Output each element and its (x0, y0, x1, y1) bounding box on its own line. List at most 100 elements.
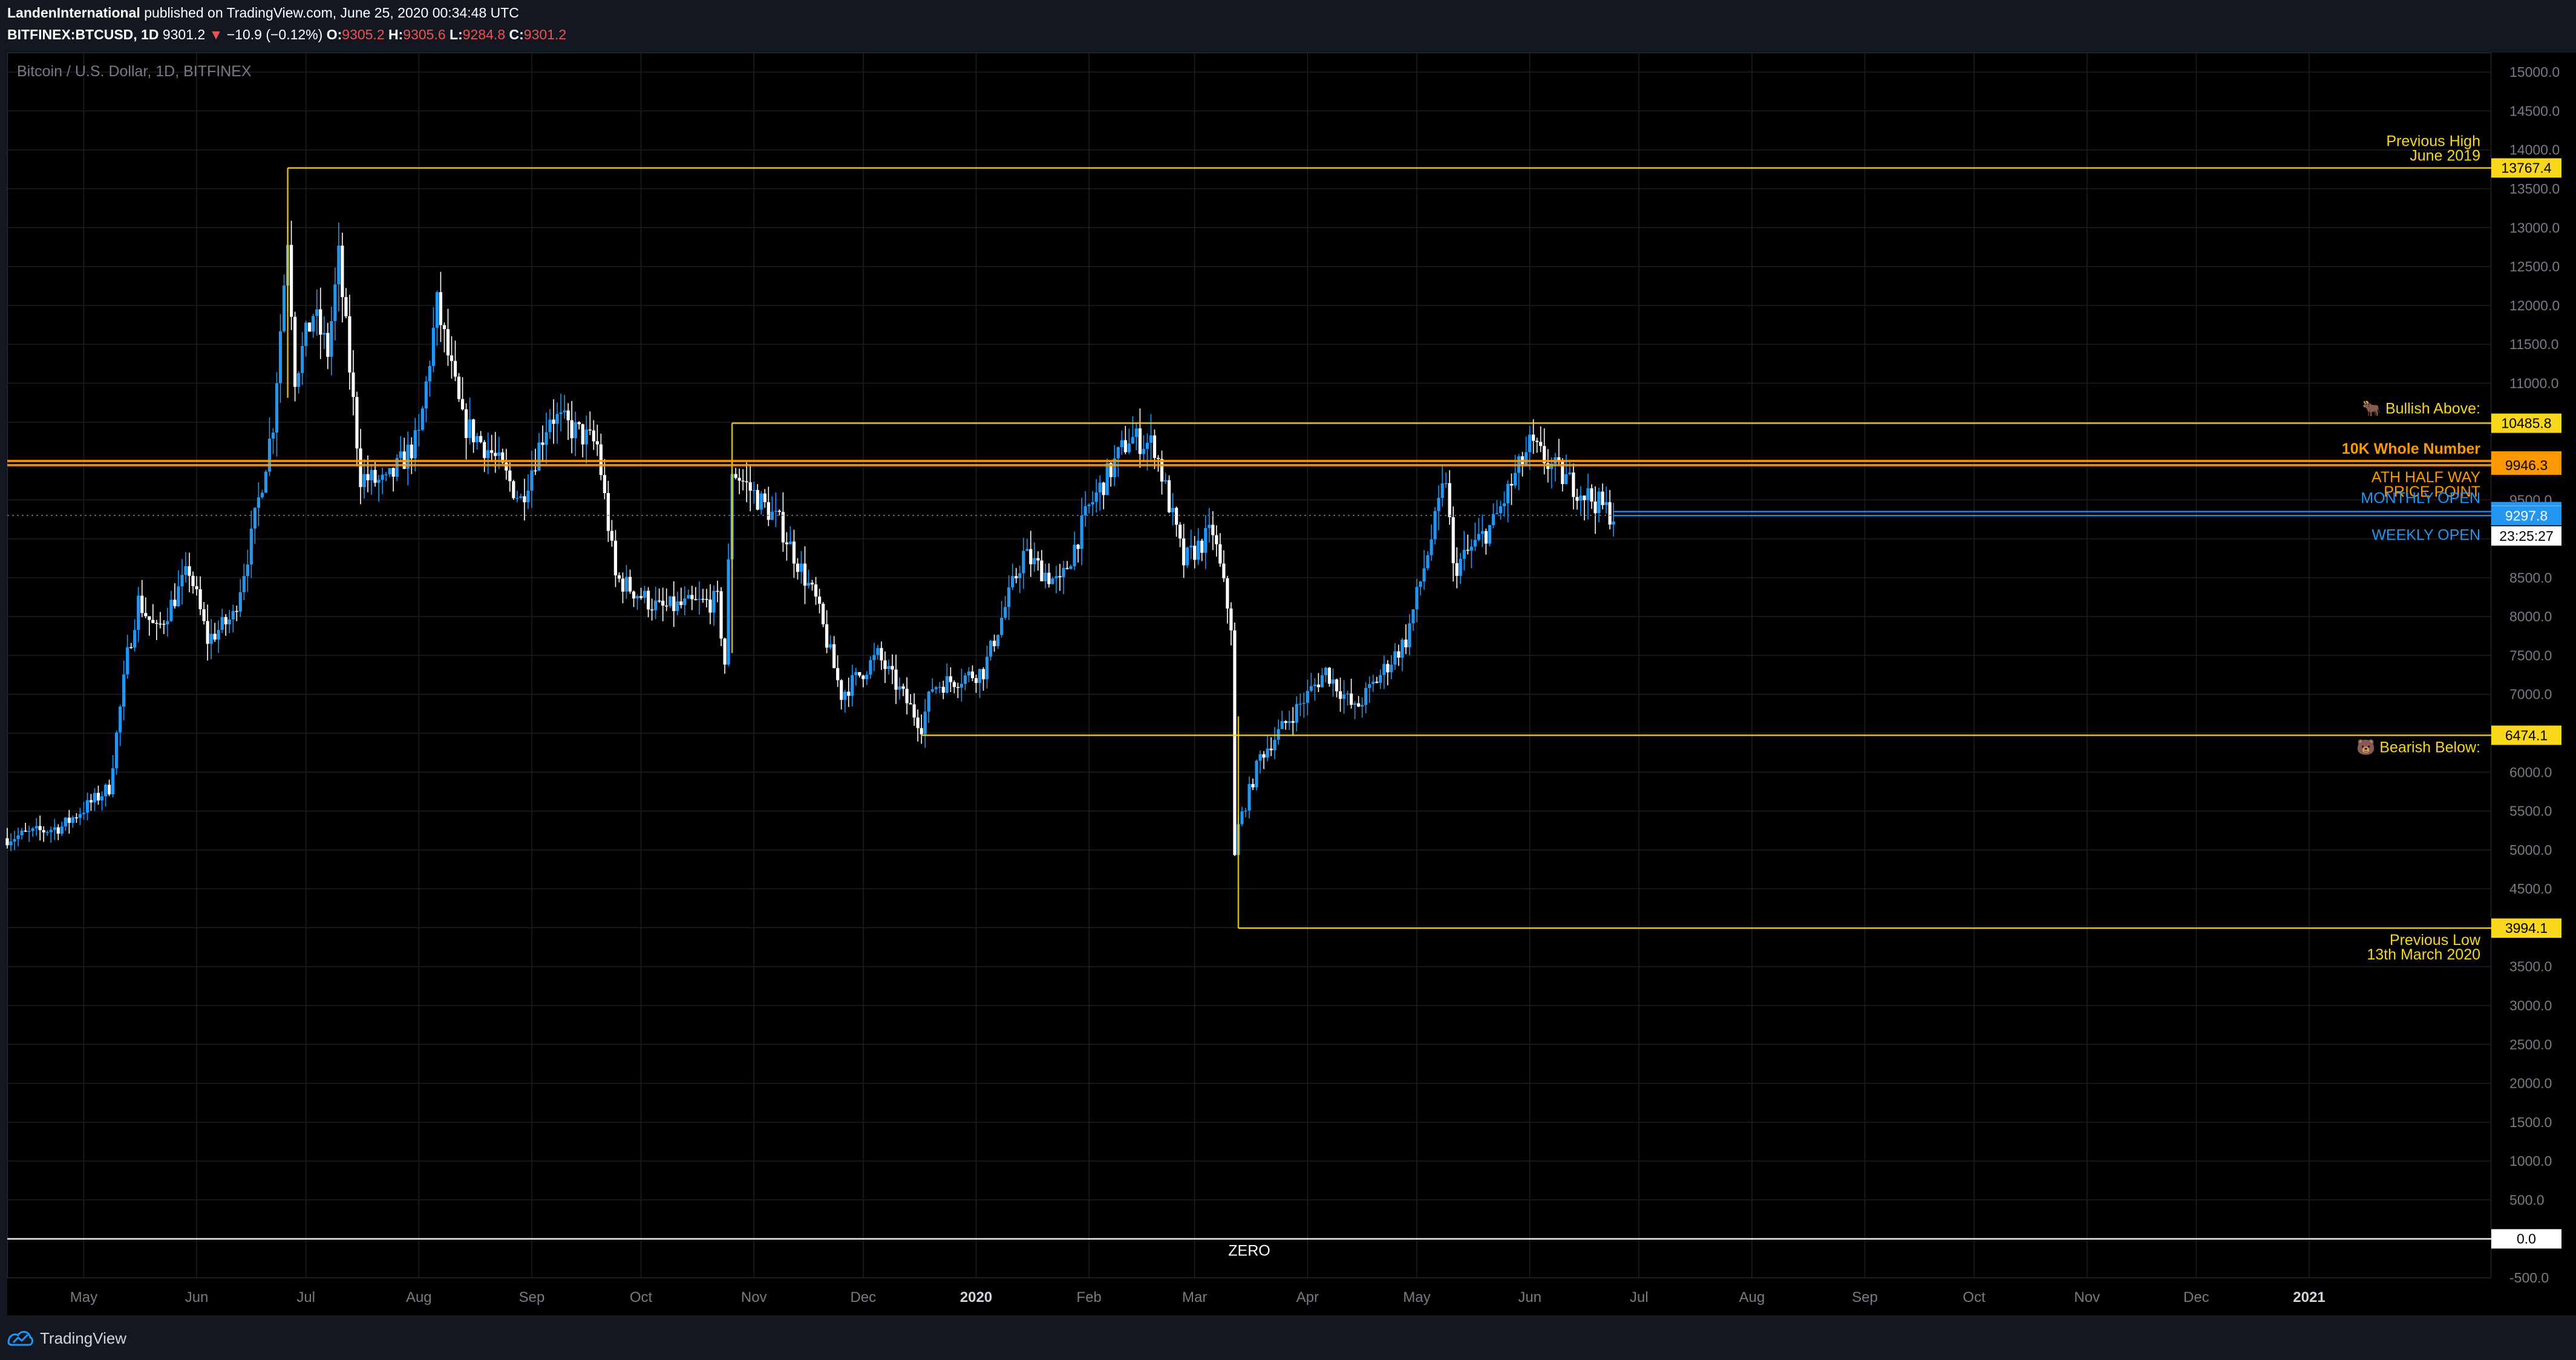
last-price-value: 9301.2 (162, 27, 206, 42)
price-tick-label: 14500.0 (2509, 103, 2560, 119)
time-tick-label: Sep (519, 1289, 545, 1306)
time-tick-label: Feb (1076, 1289, 1101, 1306)
candle-body (1233, 630, 1237, 855)
symbol-legend[interactable]: Bitcoin / U.S. Dollar, 1D, BITFINEX (17, 63, 252, 80)
candle-body (1477, 534, 1480, 540)
candle-body (381, 474, 384, 480)
candle-body (220, 616, 224, 630)
previous-low-sublabel: 13th March 2020 (2367, 946, 2480, 963)
candle-body (180, 575, 184, 587)
candle-body (1094, 492, 1098, 502)
candle-body (617, 575, 621, 579)
candle-body (191, 575, 195, 586)
price-tick-label: 2000.0 (2509, 1076, 2552, 1091)
symbol-label[interactable]: BITFINEX:BTCUSD, 1D (7, 27, 159, 42)
candle-body (861, 675, 865, 679)
candle-body (537, 442, 541, 471)
price-tick-label: 6000.0 (2509, 764, 2552, 780)
candle-body (224, 616, 227, 625)
candle-body (238, 592, 242, 612)
candle-body (1313, 684, 1316, 687)
candle-body (985, 656, 989, 679)
time-scale[interactable] (7, 1278, 2491, 1316)
candle-body (1484, 531, 1488, 544)
brand[interactable]: TradingView (7, 1327, 126, 1349)
candle-body (745, 481, 748, 483)
candle-body (483, 442, 486, 459)
candle-body (1459, 558, 1462, 576)
candle-body (64, 817, 67, 827)
ath-half-way-sublabel: PRICE POINT (2384, 483, 2480, 500)
candle-body (1163, 480, 1168, 482)
candle-body (446, 329, 450, 356)
candle-body (669, 596, 672, 606)
candle-body (1561, 460, 1564, 485)
candle-body (1054, 576, 1058, 579)
candle-body (996, 635, 1000, 647)
candle-body (1451, 517, 1455, 563)
candle-body (1568, 472, 1572, 474)
price-scale[interactable] (2491, 53, 2576, 1315)
candle-body (1222, 563, 1226, 578)
chart-pane[interactable] (7, 53, 2491, 1315)
candle-body (431, 327, 436, 366)
candle-body (1262, 754, 1266, 758)
candle-body (1102, 482, 1105, 495)
candle-body (1211, 525, 1215, 535)
candle-body (916, 718, 920, 728)
ath-half-way-price-tag (2491, 455, 2561, 475)
candle-body (676, 601, 679, 612)
candle-body (137, 595, 140, 630)
candle-body (698, 598, 701, 600)
candle-body (1284, 721, 1287, 723)
candle-body (727, 559, 730, 665)
candle-body (1499, 506, 1503, 514)
candle-body (249, 528, 253, 565)
candle-body (126, 647, 129, 675)
candle-body (275, 383, 279, 433)
candle-body (1524, 452, 1528, 465)
candle-body (887, 665, 891, 669)
candle-body (319, 309, 322, 335)
candle-body (869, 660, 872, 675)
candle-body (1091, 502, 1094, 505)
previous-low-label: Previous Low (2390, 932, 2481, 949)
author-name[interactable]: LandenInternational (7, 5, 140, 21)
ohlc-line: BITFINEX:BTCUSD, 1D 9301.2 ▼ −10.9 (−0.1… (7, 27, 566, 43)
candle-body (293, 316, 297, 387)
candle-body (548, 419, 552, 433)
candle-body (85, 800, 90, 813)
candle-body (661, 600, 665, 606)
candle-body (184, 566, 188, 575)
candle-body (967, 671, 971, 676)
candle-body (748, 482, 752, 491)
candle-body (1025, 549, 1029, 551)
candle-body (763, 493, 767, 503)
candle-body (13, 839, 16, 842)
candle-body (679, 601, 683, 606)
candle-body (1076, 544, 1080, 549)
candle-body (938, 687, 941, 688)
close-value: 9301.2 (523, 27, 567, 42)
candle-body (912, 704, 916, 718)
candle-body (1047, 572, 1051, 584)
price-tick-label: 4500.0 (2509, 881, 2552, 897)
previous-high-price-tag-label: 13767.4 (2501, 160, 2551, 176)
candle-body (883, 660, 887, 669)
candle-body (20, 831, 24, 835)
candle-body (1324, 667, 1328, 676)
candle-body (1342, 694, 1346, 699)
close-label: C: (509, 27, 524, 42)
bullish-above-price-tag (2491, 413, 2561, 433)
candle-body (599, 444, 603, 476)
candle-body (1371, 681, 1375, 684)
candle-body (253, 508, 257, 529)
candle-body (613, 540, 618, 576)
price-tick-label: 7000.0 (2509, 687, 2552, 702)
candle-body (723, 638, 727, 665)
candle-body (420, 408, 424, 430)
candle-body (1327, 667, 1332, 684)
candle-body (460, 399, 465, 410)
candle-body (1528, 434, 1532, 453)
candle-body (74, 817, 78, 819)
